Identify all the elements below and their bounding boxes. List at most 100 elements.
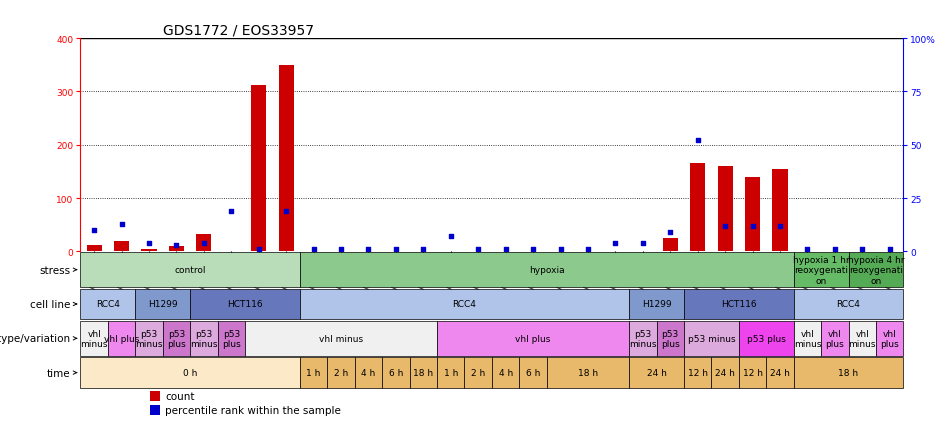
Bar [190,289,300,319]
Text: hypoxia 1 hr
reoxygenati
on: hypoxia 1 hr reoxygenati on [793,255,850,285]
Point [388,246,403,253]
Bar [684,289,794,319]
Bar [87,245,101,252]
Bar [663,239,677,252]
Point [854,246,869,253]
Text: 18 h: 18 h [578,368,598,377]
Text: p53
plus: p53 plus [661,329,679,348]
Text: 2 h: 2 h [471,368,485,377]
Text: 24 h: 24 h [646,368,667,377]
Point [690,138,705,145]
Text: hypoxia: hypoxia [529,266,565,275]
Point [141,240,156,247]
Text: 12 h: 12 h [688,368,708,377]
Text: p53 minus: p53 minus [688,334,735,343]
Text: vhl
plus: vhl plus [881,329,899,348]
Text: RCC4: RCC4 [836,300,861,309]
Bar [684,321,739,356]
Bar [197,235,211,252]
Point [470,246,486,253]
Point [662,229,677,236]
Text: cell line: cell line [30,299,71,309]
Bar [135,321,163,356]
Point [772,223,787,230]
Text: 0 h: 0 h [183,368,198,377]
Text: p53
minus: p53 minus [135,329,163,348]
Text: percentile rank within the sample: percentile rank within the sample [166,405,342,415]
Bar [711,358,739,388]
Bar [80,289,135,319]
Bar [327,358,355,388]
Bar [519,358,547,388]
Bar [437,321,629,356]
Text: p53
minus: p53 minus [629,329,657,348]
Point [498,246,513,253]
Text: GDS1772 / EOS33957: GDS1772 / EOS33957 [163,24,314,38]
Text: HCT116: HCT116 [227,300,263,309]
Text: 2 h: 2 h [334,368,348,377]
Bar [169,247,184,252]
Text: vhl
plus: vhl plus [826,329,844,348]
Bar [464,358,492,388]
Bar [190,321,218,356]
Text: 6 h: 6 h [389,368,403,377]
Bar [629,321,657,356]
Bar [437,358,464,388]
Text: control: control [174,266,206,275]
Text: p53
minus: p53 minus [190,329,218,348]
Bar [657,321,684,356]
Point [333,246,348,253]
Text: H1299: H1299 [641,300,672,309]
Text: vhl
minus: vhl minus [794,329,821,348]
Point [278,208,293,215]
Text: vhl
minus: vhl minus [80,329,108,348]
Bar [108,321,135,356]
Text: 18 h: 18 h [838,368,859,377]
Text: count: count [166,391,195,401]
Point [552,246,568,253]
Point [223,208,238,215]
Text: time: time [47,368,71,378]
Bar [821,321,849,356]
Point [827,246,842,253]
Bar [547,358,629,388]
Text: 18 h: 18 h [413,368,433,377]
Text: stress: stress [40,265,71,275]
Bar [849,321,876,356]
Point [443,233,458,240]
Bar [218,321,245,356]
Bar [142,249,156,252]
Bar [163,321,190,356]
Bar [114,241,129,252]
Bar [245,321,437,356]
Bar [794,289,903,319]
Bar [794,321,821,356]
Point [360,246,376,253]
Bar [80,253,300,288]
Text: RCC4: RCC4 [96,300,120,309]
Bar [80,358,300,388]
Text: p53 plus: p53 plus [746,334,786,343]
Text: vhl plus: vhl plus [516,334,551,343]
Point [114,220,129,227]
Bar [739,321,794,356]
Point [251,246,267,253]
Text: 12 h: 12 h [743,368,762,377]
Text: hypoxia 4 hr
reoxygenati
on: hypoxia 4 hr reoxygenati on [848,255,904,285]
Bar [150,391,160,401]
Bar [629,289,684,319]
Point [415,246,430,253]
Text: HCT116: HCT116 [721,300,757,309]
Text: RCC4: RCC4 [452,300,477,309]
Point [196,240,211,247]
Bar [300,253,794,288]
Point [745,223,761,230]
Text: 24 h: 24 h [715,368,735,377]
Bar [252,86,266,252]
Bar [718,167,732,252]
Point [307,246,322,253]
Point [717,223,732,230]
Bar [849,253,903,288]
Bar [794,358,903,388]
Point [882,246,897,253]
